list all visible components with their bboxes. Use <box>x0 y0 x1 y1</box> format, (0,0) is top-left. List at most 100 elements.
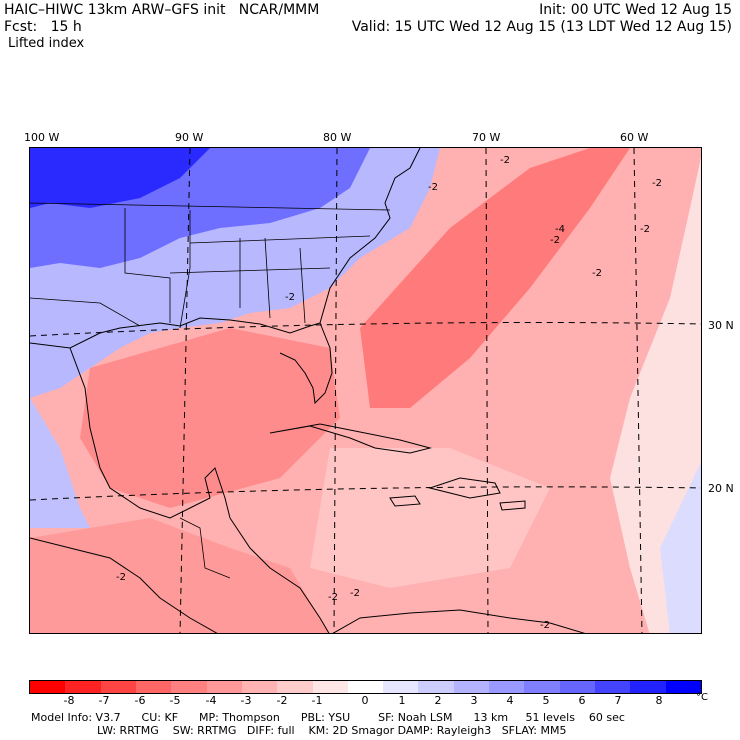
forecast-hour: Fcst: 15 h <box>4 19 82 35</box>
contour-label: -2 <box>592 268 602 279</box>
colorbar-segment <box>312 681 348 693</box>
colorbar-tick: -3 <box>240 694 252 707</box>
border-line <box>189 235 371 244</box>
instability-band-atlantic <box>360 148 630 408</box>
meridian-90w <box>179 148 191 633</box>
colorbar-segment <box>135 681 172 693</box>
stable-region-mexico <box>30 398 90 528</box>
graticule <box>30 148 701 633</box>
us-east-coast <box>319 148 421 324</box>
colorbar-segment <box>595 681 631 693</box>
lat-label-30n: 30 N <box>708 319 734 332</box>
border-line <box>299 247 306 324</box>
meridian-70w <box>485 148 489 633</box>
colorbar-tick: -1 <box>311 694 323 707</box>
contour-label: -2 <box>540 620 550 631</box>
contour-label: -2 <box>350 588 360 599</box>
contour-label: -2 <box>550 235 560 246</box>
model-info-line1: Model Info: V3.7 CU: KF MP: Thompson PBL… <box>31 711 625 724</box>
lon-label-70w: 70 W <box>472 131 501 144</box>
colorbar-segment <box>383 681 419 693</box>
colorbar-tick: 6 <box>578 694 586 707</box>
init-time: Init: 00 UTC Wed 12 Aug 15 <box>539 2 732 18</box>
instability-central-america <box>30 518 329 633</box>
colorbar-tick: 4 <box>506 694 514 707</box>
lat-label-20n: 20 N <box>708 482 734 495</box>
field-name: Lifted index <box>8 36 85 51</box>
colorbar-segment <box>559 681 595 693</box>
colorbar-tick: -5 <box>169 694 181 707</box>
colorbar-tick: -6 <box>134 694 146 707</box>
model-title: HAIC–HIWC 13km ARW–GFS init NCAR/MMM <box>4 2 320 18</box>
colorbar-tick: 0 <box>361 694 369 707</box>
border-line <box>124 208 171 323</box>
colorbar-tick: -8 <box>63 694 75 707</box>
jamaica <box>389 495 421 507</box>
lon-label-100w: 100 W <box>24 131 60 144</box>
lon-label-60w: 60 W <box>620 131 649 144</box>
model-info-line2: LW: RRTMG SW: RRTMG DIFF: full KM: 2D Sm… <box>97 724 567 737</box>
instability-gulf-of-mexico <box>80 328 340 508</box>
contour-label: -2 <box>652 178 662 189</box>
colorbar-segment <box>630 681 666 693</box>
central-america-coast <box>229 517 330 633</box>
contour-label: -2 <box>428 182 438 193</box>
colorbar-tick: 5 <box>542 694 550 707</box>
colorbar-segment <box>418 681 454 693</box>
contour-label: -4 <box>555 224 565 235</box>
hispaniola <box>428 477 501 499</box>
contour-label: -2 <box>285 292 295 303</box>
contour-label: -2 <box>500 155 510 166</box>
lon-label-90w: 90 W <box>175 131 204 144</box>
colorbar-unit: °C <box>696 692 708 703</box>
colorbar-segment <box>489 681 525 693</box>
contour-label: -2 <box>328 592 338 603</box>
south-america-coast <box>332 609 586 633</box>
political-borders <box>30 202 391 579</box>
valid-time: Valid: 15 UTC Wed 12 Aug 15 (13 LDT Wed … <box>351 19 732 35</box>
colorbar-segment <box>65 681 101 693</box>
lifted-index-map: -2 -2 -2 -2 -4 -2 -2 -2 -2 -2 -2 -2 <box>29 147 702 634</box>
colorbar-tick: 1 <box>398 694 406 707</box>
colorbar-segment <box>453 681 490 693</box>
colorbar-tick: 8 <box>655 694 663 707</box>
colorbar-segment <box>277 681 313 693</box>
colorbar-segment <box>665 681 701 693</box>
gulf-coast <box>30 317 333 405</box>
border-line <box>264 237 271 319</box>
meridian-80w <box>333 148 338 633</box>
border-line <box>179 210 191 329</box>
colorbar-segment <box>206 681 242 693</box>
caribbean-field <box>310 448 550 588</box>
meridian-60w <box>633 148 643 633</box>
contour-label: -2 <box>640 224 650 235</box>
us-mexico-border <box>30 297 141 327</box>
colorbar-tick: 7 <box>614 694 622 707</box>
border-line <box>169 267 331 274</box>
border-line <box>30 202 391 211</box>
colorbar-segment <box>524 681 560 693</box>
colorbar-tick: -4 <box>205 694 217 707</box>
colorbar-segment <box>241 681 278 693</box>
pacific-coast <box>30 537 218 633</box>
colorbar-tick: -7 <box>98 694 110 707</box>
colorbar-segment <box>171 681 207 693</box>
colorbar-tick: -2 <box>276 694 288 707</box>
colorbar-segment <box>30 681 66 693</box>
colorbar-ticks: -8 -7 -6 -5 -4 -3 -2 -1 0 1 2 3 4 5 6 7 … <box>29 694 702 708</box>
colorbar <box>29 680 702 694</box>
cuba <box>269 423 432 454</box>
puerto-rico <box>499 500 526 511</box>
lon-label-80w: 80 W <box>323 131 352 144</box>
most-stable-core <box>30 148 210 208</box>
mexico-coast <box>69 347 231 519</box>
colorbar-segment <box>347 681 384 693</box>
coastlines <box>30 148 586 633</box>
colorbar-tick: 3 <box>470 694 478 707</box>
map-canvas: -2 -2 -2 -2 -4 -2 -2 -2 -2 -2 -2 -2 <box>30 148 701 633</box>
colorbar-segment <box>100 681 136 693</box>
stable-region-east <box>660 462 701 633</box>
contour-label: -2 <box>116 572 126 583</box>
border-line <box>179 517 231 579</box>
colorbar-tick: 2 <box>434 694 442 707</box>
